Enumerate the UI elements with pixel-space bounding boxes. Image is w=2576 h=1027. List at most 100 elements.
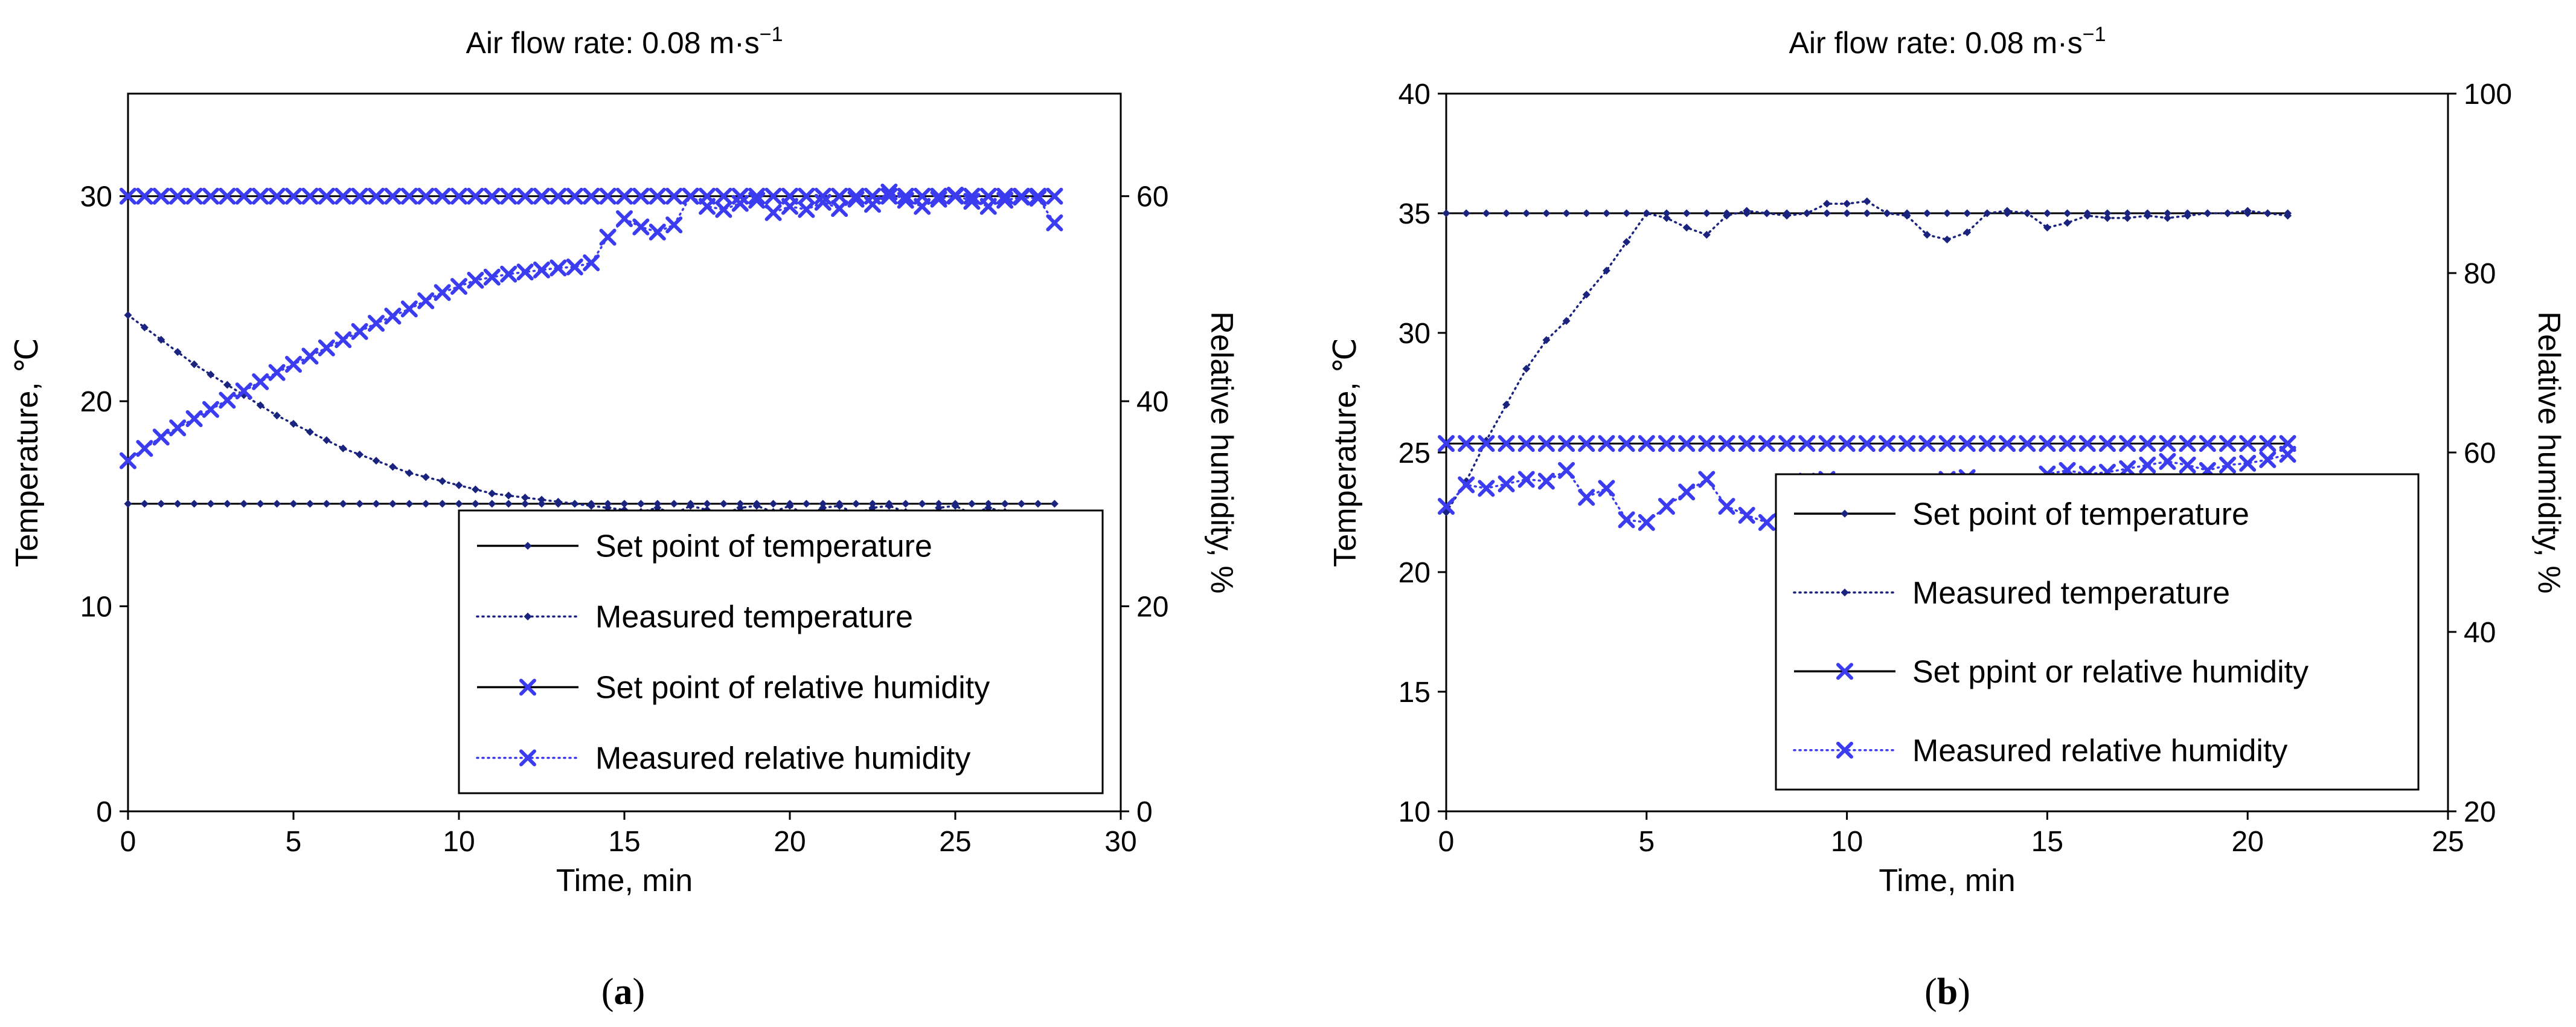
x-tick-label: 20 [774,826,806,858]
y-right-tick-label: 0 [1136,796,1153,828]
data-point [549,187,567,205]
y-right-tick-label: 40 [2464,617,2496,649]
legend-entry-label: Set point of relative humidity [595,671,990,706]
data-point [1863,209,1871,217]
data-point [455,500,463,508]
legend-swatch-marker [519,678,536,696]
data-point [388,500,397,508]
data-point [235,187,252,205]
y-right-tick-label: 60 [1136,181,1168,213]
data-point [124,311,132,320]
data-point [2219,456,2237,474]
data-point [322,500,331,508]
data-point [835,501,844,510]
data-point [1482,209,1490,217]
data-point [599,228,617,246]
data-point [914,198,931,215]
data-point [687,501,695,510]
data-point [1678,483,1696,501]
data-point [124,500,132,508]
x-axis-label: Time, min [1879,863,2015,898]
data-point [219,187,236,205]
chart-title-superscript: −1 [760,23,783,46]
data-point [1017,500,1026,508]
data-point [1698,471,1716,488]
data-point [120,452,136,469]
data-point [1046,214,1063,231]
data-point [963,193,981,210]
data-point [682,187,699,205]
data-point [384,187,402,205]
data-point [306,428,314,436]
data-point [1502,209,1511,217]
data-point [1822,209,1831,217]
data-point [2284,211,2292,220]
data-point [2163,209,2171,217]
x-tick-label: 25 [939,826,971,858]
data-point [1562,209,1571,217]
data-point [1438,435,1455,452]
data-point [223,381,231,389]
data-point [157,335,165,344]
data-point [516,263,534,281]
data-point [240,500,248,508]
legend-box [458,509,1104,794]
data-point [1498,435,1515,452]
data-point [665,187,683,205]
data-point [786,501,794,510]
data-point [1478,480,1495,497]
data-point [1923,209,1931,217]
data-point [897,187,914,205]
y-right-tick-label: 40 [1136,386,1168,418]
legend-swatch-marker [1836,741,1853,759]
series-3 [120,187,1063,205]
y-left-tick-label: 30 [1399,318,1431,350]
legend-swatch-marker [1836,663,1853,680]
legend-entry-label: Set point of temperature [1912,497,2249,532]
x-tick-label: 0 [1438,826,1455,858]
data-point [368,187,385,205]
data-point [1537,472,1555,490]
data-point [140,500,149,508]
data-point [207,370,215,379]
data-point [649,224,666,241]
data-point [2103,209,2112,217]
y-left-tick-label: 15 [1399,677,1431,709]
data-point [1958,435,1976,452]
data-point [1517,435,1535,452]
data-point [1517,471,1535,488]
data-point [516,187,534,205]
data-point [2259,451,2276,468]
data-point [504,491,513,500]
x-tick-label: 30 [1104,826,1136,858]
chart-title-text: Air flow rate: 0.08 m·s [1789,26,2082,60]
data-point [405,469,414,477]
series-2 [124,311,1059,524]
data-point [256,401,264,410]
data-point [533,261,550,278]
data-point [1558,435,1575,452]
data-point [2019,435,2036,452]
data-point [748,192,766,209]
data-point [604,500,612,508]
data-point [157,500,165,508]
y-left-axis-label: Temperature, ℃ [1328,338,1363,567]
data-point [1858,435,1876,452]
caption-letter: a [614,971,633,1013]
data-point [616,210,633,228]
data-point [918,500,926,508]
data-point [421,500,430,508]
data-point [1662,209,1671,217]
data-point [1030,190,1046,207]
data-point [764,204,782,221]
data-point [847,190,865,208]
data-point [2043,209,2051,217]
series-line [127,314,1056,521]
data-point [202,187,219,205]
series-line [127,190,1056,462]
data-point [1662,214,1671,222]
y-right-tick-label: 20 [1136,591,1168,623]
data-point [417,292,435,309]
data-point [1562,317,1571,325]
data-point [136,187,153,205]
